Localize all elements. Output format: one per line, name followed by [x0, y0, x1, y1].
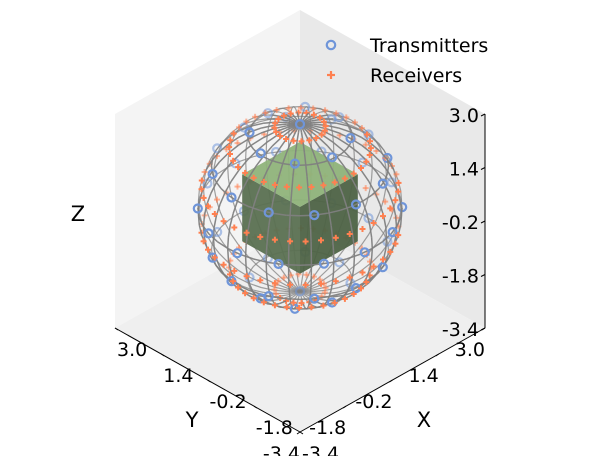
y-tick-2-label: -0.2	[355, 391, 392, 413]
sphere-meridian	[372, 167, 373, 178]
sphere-parallel	[352, 136, 353, 141]
sphere-meridian	[214, 227, 215, 238]
sphere-meridian	[308, 189, 309, 202]
sphere-meridian	[311, 285, 312, 293]
x-tick-0-label: -3.4	[302, 443, 339, 456]
sphere-meridian	[396, 216, 397, 227]
sphere-meridian	[311, 229, 312, 242]
sphere-parallel	[300, 215, 314, 216]
sphere-meridian	[372, 237, 373, 248]
x-tick-3-label: 1.4	[163, 365, 193, 387]
z-tick-2-label: -0.2	[442, 212, 479, 234]
sphere-parallel	[286, 299, 300, 300]
y-tick-4-label: 3.0	[455, 339, 485, 361]
sphere-meridian	[214, 238, 215, 249]
legend-transmitters-label: Transmitters	[369, 35, 488, 57]
z-tick-4-label: 3.0	[449, 105, 479, 127]
legend-receivers-label: Receivers	[370, 65, 462, 87]
x-axis-label: X	[417, 408, 431, 432]
sphere-parallel	[284, 265, 300, 266]
sphere-meridian	[386, 238, 387, 249]
z-tick-0-label: -3.4	[442, 319, 479, 341]
sphere-meridian	[228, 237, 229, 248]
x-tick-2-label: -0.2	[210, 391, 247, 413]
sphere-meridian	[246, 257, 247, 268]
sphere-meridian	[354, 257, 355, 268]
sphere-meridian	[333, 239, 334, 251]
sphere-parallel	[300, 265, 316, 266]
sphere-meridian	[386, 227, 387, 238]
x-tick-1-label: -1.8	[256, 417, 293, 439]
sphere-meridian	[290, 202, 291, 215]
x-tick-0-mark	[300, 432, 303, 434]
y-tick-0-label: -3.4	[263, 443, 300, 456]
z-tick-1-label: -1.8	[442, 266, 479, 288]
z-tick-3-label: 1.4	[449, 159, 479, 181]
sphere-meridian	[267, 273, 268, 282]
sphere-meridian	[289, 216, 290, 229]
y-tick-1-label: -1.8	[309, 417, 346, 439]
sphere-parallel	[286, 215, 300, 216]
sphere-meridian	[246, 245, 247, 256]
y-tick-0-mark	[297, 432, 300, 434]
sphere-meridian	[228, 248, 229, 259]
sphere-meridian	[289, 293, 290, 300]
z-axis-label: Z	[71, 202, 85, 226]
sphere-meridian	[267, 239, 268, 251]
x-tick-4-label: 3.0	[117, 339, 147, 361]
sphere-meridian	[204, 216, 205, 227]
sphere-meridian	[354, 245, 355, 256]
sphere-meridian	[228, 167, 229, 178]
y-axis-label: Y	[185, 408, 199, 432]
y-tick-3-label: 1.4	[409, 365, 439, 387]
sphere-meridian	[291, 189, 292, 202]
sphere-parallel	[300, 299, 314, 300]
sphere-meridian	[372, 248, 373, 259]
